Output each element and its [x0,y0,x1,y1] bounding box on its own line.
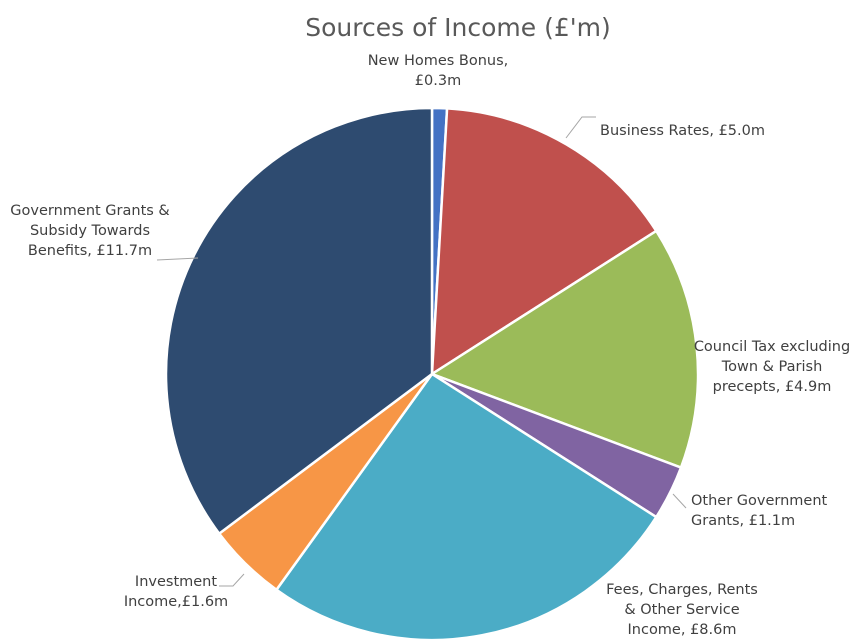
data-label-line: Grants, £1.1m [691,513,795,529]
data-labels: New Homes Bonus, £0.3m Business Rates, £5.… [10,53,850,638]
data-label-line: £0.3m [415,73,461,89]
data-label-line: Income,£1.6m [124,594,228,610]
data-label-line: Council Tax excluding [694,339,850,355]
data-label-government-grants-benefits: Government Grants & Subsidy Towards Benefi… [10,203,169,259]
data-label-line: precepts, £4.9m [713,379,832,395]
data-label-line: Subsidy Towards [30,223,150,239]
chart-title: Sources of Income (£'m) [305,13,610,42]
data-label-line: New Homes Bonus, [368,53,509,69]
slice-business-rates [430,107,658,377]
data-label-line: Business Rates, £5.0m [600,123,765,139]
slice-government-grants-benefits [164,106,434,536]
leader-line-business-rates [565,116,596,139]
data-label-council-tax: Council Tax excluding Town & Parish precep… [694,339,850,395]
data-label-fees-charges-rents: Fees, Charges, Rents & Other Service Incom… [606,582,758,638]
data-label-line: Benefits, £11.7m [28,243,152,259]
pie-slices [164,106,700,641]
slice-council-tax [429,229,700,470]
data-label-line: Fees, Charges, Rents [606,582,758,598]
data-label-line: Town & Parish [721,359,823,375]
leader-lines [156,116,687,587]
data-label-line: Income, £8.6m [628,622,737,638]
data-label-line: & Other Service [624,602,739,618]
data-label-other-government-grants: Other Government Grants, £1.1m [691,493,828,529]
data-label-business-rates: Business Rates, £5.0m [600,123,765,139]
data-label-new-homes-bonus: New Homes Bonus, £0.3m [368,53,509,89]
data-label-investment-income: Investment Income,£1.6m [124,574,228,610]
leader-line-other-government-grants [672,493,687,509]
leader-line-investment-income [219,573,245,587]
data-label-line: Investment [135,574,217,590]
data-label-line: Other Government [691,493,828,509]
leader-line-government-grants-benefits [156,257,199,261]
slice-fees-charges-rents [274,372,658,641]
data-label-line: Government Grants & [10,203,169,219]
